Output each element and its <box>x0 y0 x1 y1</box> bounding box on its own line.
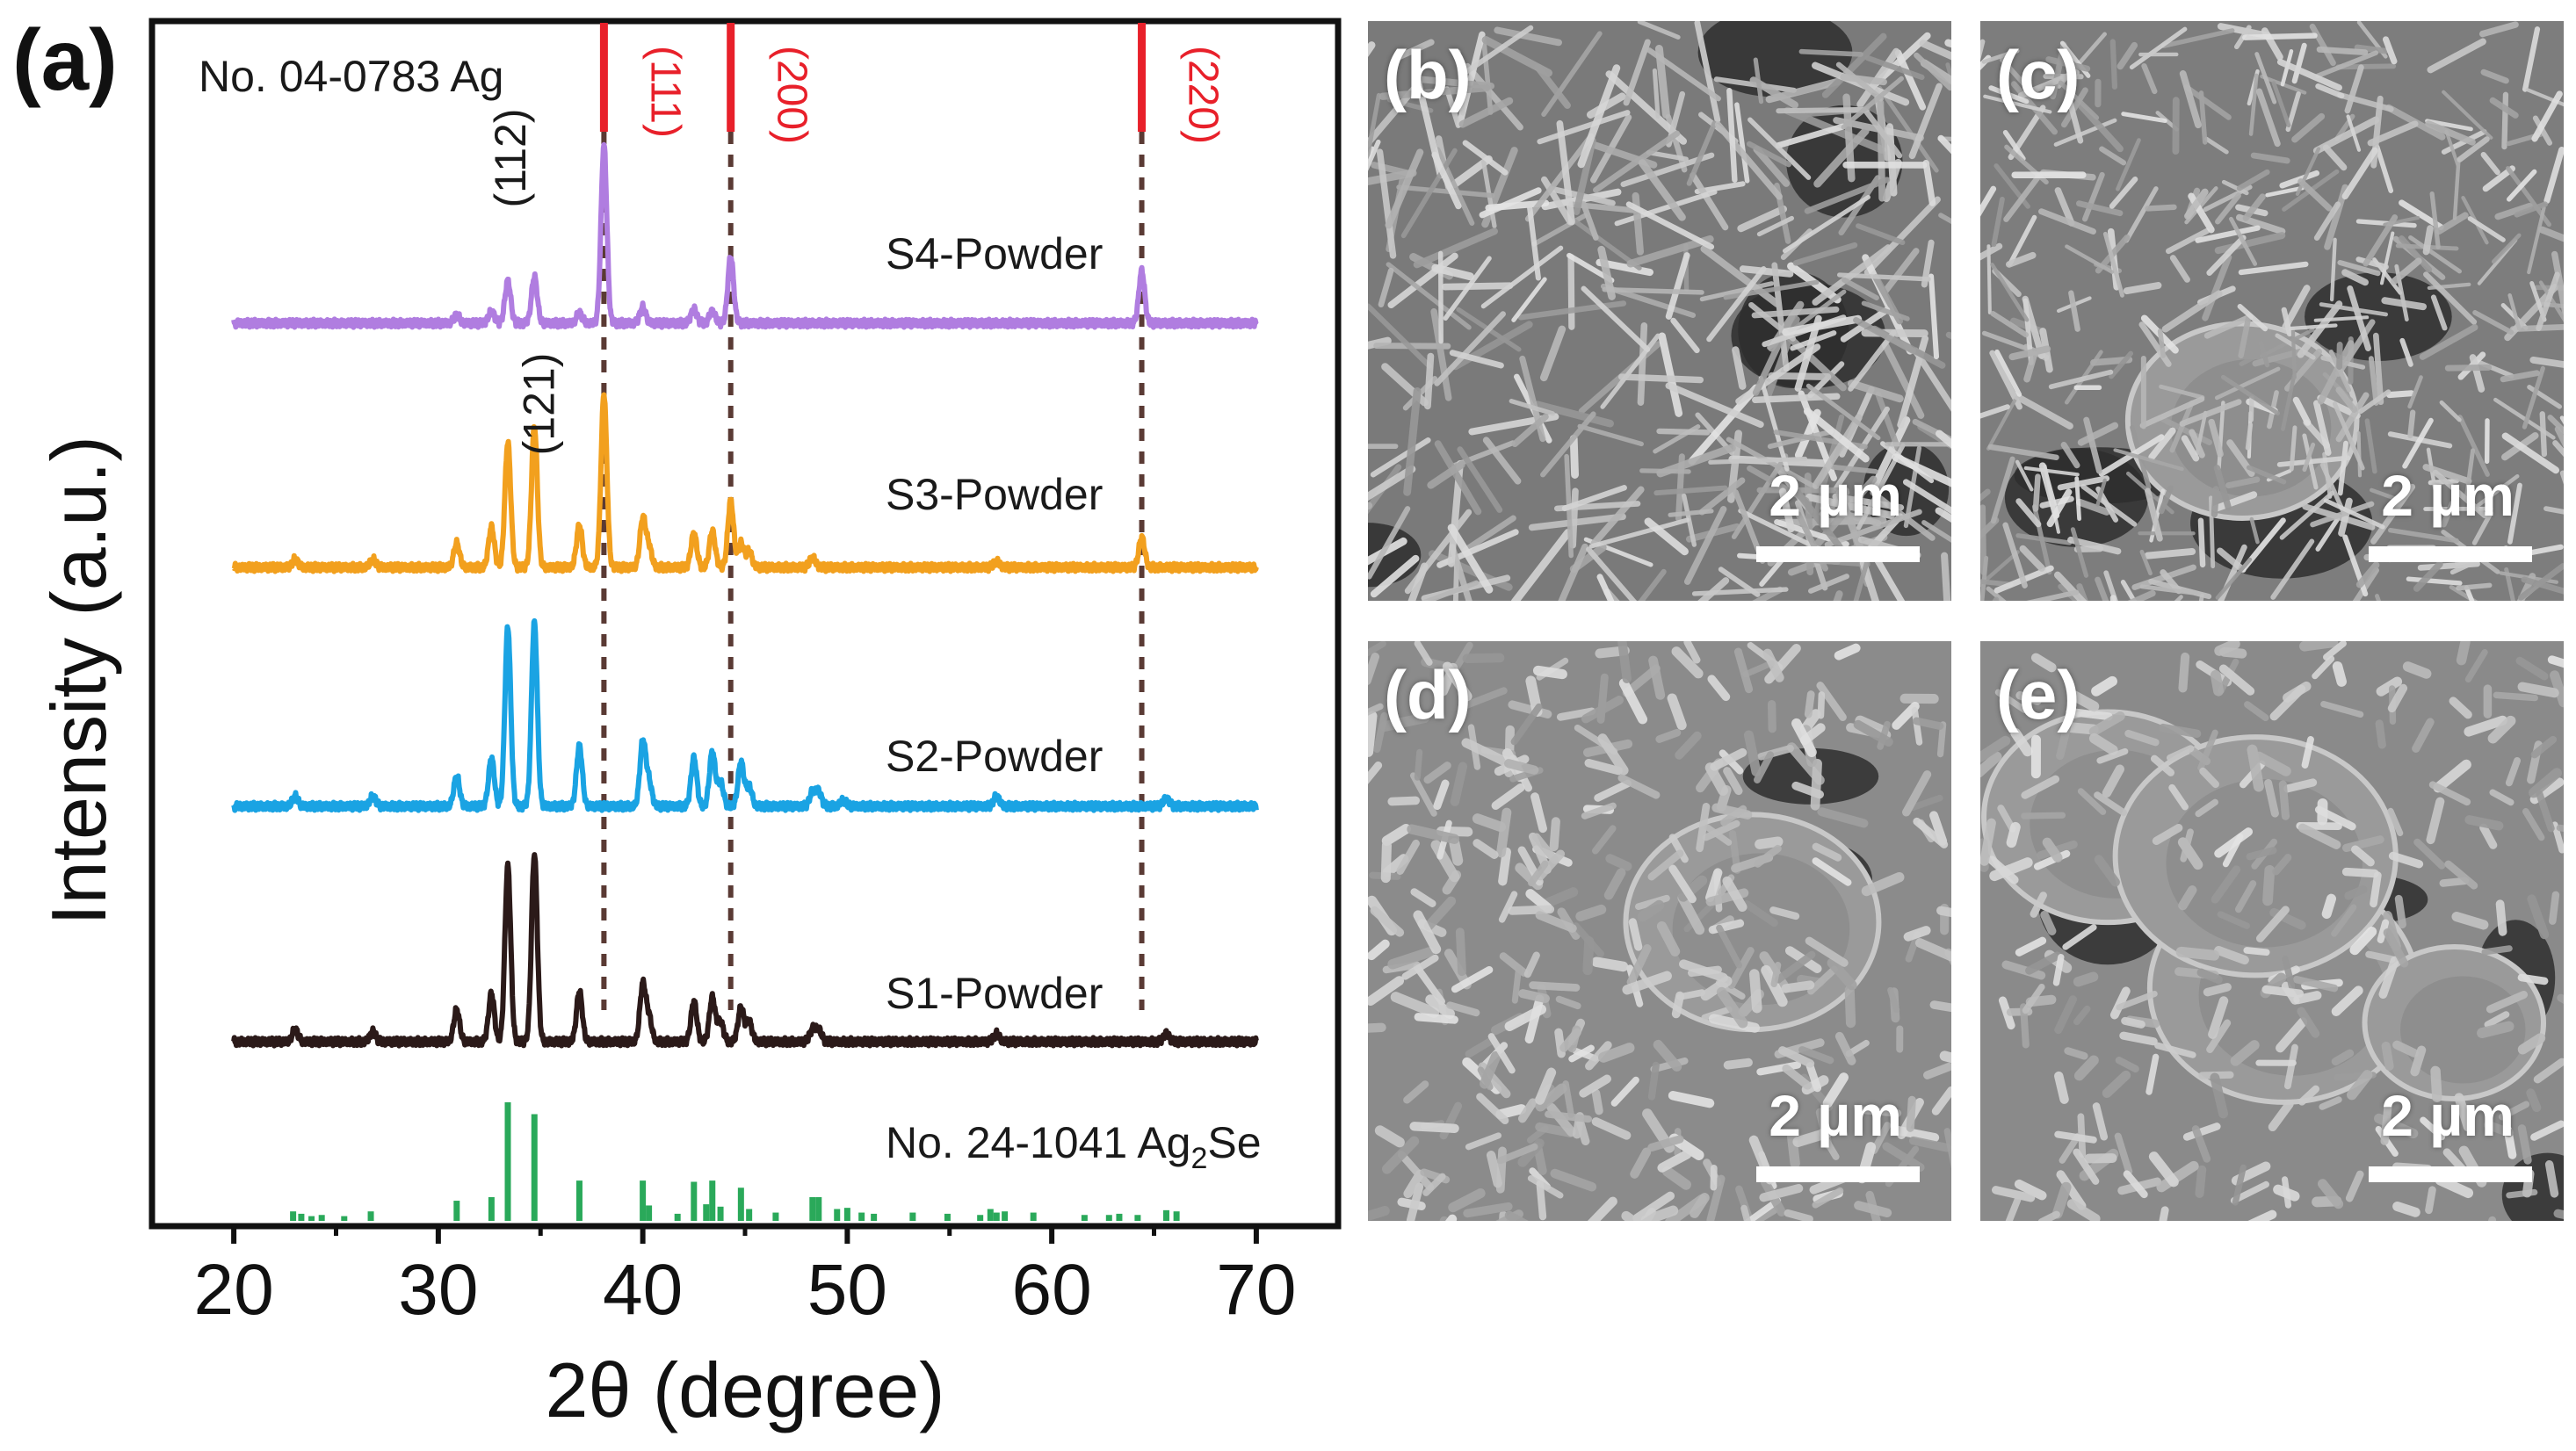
hkl-label-1: (121) <box>514 353 563 456</box>
scale-bar-text-d: 2 µm <box>1769 1083 1902 1148</box>
sem-label-b: (b) <box>1384 36 1472 113</box>
scale-bar-e <box>2369 1166 2532 1182</box>
sem-label-d: (d) <box>1384 656 1472 733</box>
trace-s1-powder <box>231 852 1259 1049</box>
scale-bar-c <box>2369 546 2532 562</box>
reference-ag-label: No. 04-0783 Ag <box>199 52 504 101</box>
x-tick-label-40: 40 <box>603 1250 683 1330</box>
x-tick-label-30: 30 <box>398 1250 478 1330</box>
sem-panel-c: (c) 2 µm <box>1980 21 2564 601</box>
ag-hkl-label-1: (200) <box>769 46 815 144</box>
x-tick-label-20: 20 <box>193 1250 273 1330</box>
sem-image-c <box>1980 21 2564 601</box>
hkl-labels: (112) (121) <box>486 108 563 455</box>
x-tick-label-70: 70 <box>1216 1250 1296 1330</box>
reference-ag2se-sticks <box>290 1102 1180 1221</box>
sem-panel-e: (e) 2 µm <box>1980 641 2564 1221</box>
y-axis-title: Intensity (a.u.) <box>35 436 122 926</box>
x-tick-label-60: 60 <box>1012 1250 1092 1330</box>
panel-a-label: (a) <box>12 11 118 108</box>
x-axis-title: 2θ (degree) <box>546 1346 945 1433</box>
sem-panel-d: (d) 2 µm <box>1368 641 1951 1221</box>
trace-s2-powder <box>231 617 1259 813</box>
trace-s4-powder <box>231 141 1259 330</box>
series-label-s1-powder: S1-Powder <box>886 969 1103 1018</box>
hkl-label-0: (112) <box>486 108 535 207</box>
reference-ag2se-label: No. 24-1041 Ag2Se <box>886 1118 1262 1175</box>
scale-bar-b <box>1756 546 1920 562</box>
x-tick-label-50: 50 <box>807 1250 887 1330</box>
sem-image-d <box>1368 641 1951 1221</box>
scale-bar-text-e: 2 µm <box>2381 1083 2514 1148</box>
sem-panel-b: (b) 2 µm <box>1368 21 1951 601</box>
ag-hkl-label-0: (111) <box>641 46 688 138</box>
scale-bar-text-b: 2 µm <box>1769 463 1902 528</box>
series-label-s3-powder: S3-Powder <box>886 470 1103 519</box>
series-labels: S1-Powder S2-Powder S3-Powder S4-Powder <box>886 229 1103 1018</box>
x-axis: 20 30 40 50 60 70 <box>193 1226 1297 1330</box>
xrd-traces <box>231 141 1259 1049</box>
reference-ag-peaks: (111) (200) (220) <box>599 23 1226 144</box>
scale-bar-text-c: 2 µm <box>2381 463 2514 528</box>
sem-image-b <box>1368 21 1951 601</box>
trace-s3-powder <box>231 392 1259 574</box>
series-label-s4-powder: S4-Powder <box>886 229 1103 278</box>
ag-hkl-label-2: (220) <box>1180 46 1226 144</box>
sem-image-e <box>1980 641 2564 1221</box>
sem-label-e: (e) <box>1996 656 2080 733</box>
series-label-s2-powder: S2-Powder <box>886 732 1103 781</box>
sem-label-c: (c) <box>1996 36 2080 113</box>
scale-bar-d <box>1756 1166 1920 1182</box>
